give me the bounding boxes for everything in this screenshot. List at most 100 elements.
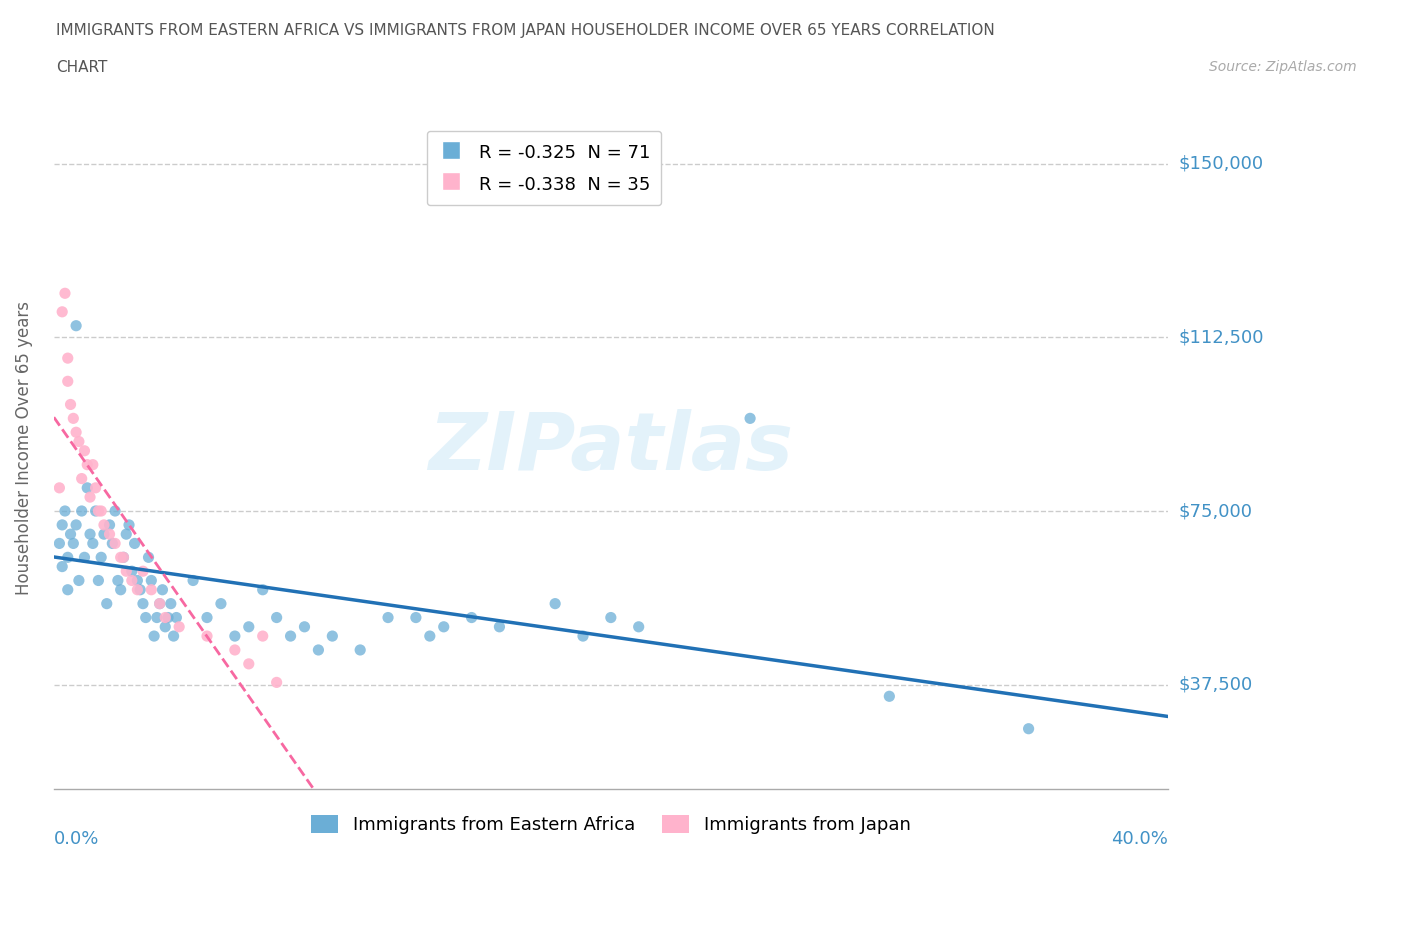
Point <box>98 526 121 541</box>
Point <box>56 351 79 365</box>
Text: ZIPatlas: ZIPatlas <box>429 409 793 487</box>
Point <box>405 610 427 625</box>
Point <box>107 573 129 588</box>
Point <box>127 573 149 588</box>
Point <box>152 582 174 597</box>
Text: $75,000: $75,000 <box>1180 502 1253 520</box>
Point <box>56 550 79 565</box>
Point <box>132 564 155 578</box>
Point <box>53 286 76 300</box>
Text: CHART: CHART <box>56 60 108 75</box>
Point <box>65 318 87 333</box>
Point <box>209 596 232 611</box>
Point <box>93 517 115 532</box>
Point <box>419 629 441 644</box>
Point <box>162 629 184 644</box>
Text: IMMIGRANTS FROM EASTERN AFRICA VS IMMIGRANTS FROM JAPAN HOUSEHOLDER INCOME OVER : IMMIGRANTS FROM EASTERN AFRICA VS IMMIGR… <box>56 23 995 38</box>
Point <box>159 596 181 611</box>
Point <box>79 526 101 541</box>
Point <box>280 629 302 644</box>
Point <box>76 481 98 496</box>
Point <box>143 629 166 644</box>
Point <box>51 517 73 532</box>
Point <box>266 675 288 690</box>
Point <box>90 503 112 518</box>
Point <box>115 526 138 541</box>
Point <box>195 610 218 625</box>
Point <box>62 536 84 551</box>
Point <box>266 610 288 625</box>
Point <box>321 629 343 644</box>
Point <box>118 517 141 532</box>
Point <box>84 503 107 518</box>
Point <box>90 550 112 565</box>
Text: Source: ZipAtlas.com: Source: ZipAtlas.com <box>1209 60 1357 74</box>
Point <box>73 550 96 565</box>
Point <box>82 536 104 551</box>
Point <box>51 304 73 319</box>
Point <box>121 573 143 588</box>
Point <box>84 481 107 496</box>
Point <box>62 411 84 426</box>
Point <box>73 444 96 458</box>
Point <box>738 411 761 426</box>
Point <box>238 619 260 634</box>
Point <box>146 610 169 625</box>
Point <box>224 629 246 644</box>
Point <box>79 490 101 505</box>
Point <box>195 629 218 644</box>
Text: 40.0%: 40.0% <box>1111 830 1168 848</box>
Point <box>165 610 187 625</box>
Point <box>67 573 90 588</box>
Y-axis label: Householder Income Over 65 years: Householder Income Over 65 years <box>15 301 32 595</box>
Point <box>627 619 650 634</box>
Point <box>101 536 124 551</box>
Point <box>121 564 143 578</box>
Point <box>65 425 87 440</box>
Point <box>157 610 180 625</box>
Point <box>110 582 132 597</box>
Point <box>70 503 93 518</box>
Point <box>132 596 155 611</box>
Point <box>155 619 177 634</box>
Point <box>87 573 110 588</box>
Point <box>56 582 79 597</box>
Point <box>252 582 274 597</box>
Point <box>138 550 160 565</box>
Point <box>70 472 93 486</box>
Point <box>460 610 482 625</box>
Point <box>141 573 163 588</box>
Point <box>252 629 274 644</box>
Point <box>82 458 104 472</box>
Point <box>104 536 127 551</box>
Point <box>53 503 76 518</box>
Point <box>98 517 121 532</box>
Point <box>129 582 152 597</box>
Point <box>307 643 329 658</box>
Point <box>124 536 146 551</box>
Point <box>51 559 73 574</box>
Point <box>544 596 567 611</box>
Point <box>48 536 70 551</box>
Point <box>167 619 190 634</box>
Point <box>149 596 172 611</box>
Legend: Immigrants from Eastern Africa, Immigrants from Japan: Immigrants from Eastern Africa, Immigran… <box>304 807 918 842</box>
Point <box>87 503 110 518</box>
Point <box>115 564 138 578</box>
Point <box>294 619 316 634</box>
Point <box>149 596 172 611</box>
Text: 0.0%: 0.0% <box>53 830 100 848</box>
Point <box>67 434 90 449</box>
Point <box>56 374 79 389</box>
Point <box>59 526 82 541</box>
Point <box>96 596 118 611</box>
Point <box>1018 722 1040 737</box>
Point <box>112 550 135 565</box>
Point <box>572 629 595 644</box>
Point <box>879 689 901 704</box>
Point <box>377 610 399 625</box>
Text: $150,000: $150,000 <box>1180 154 1264 173</box>
Point <box>224 643 246 658</box>
Point <box>65 517 87 532</box>
Text: $112,500: $112,500 <box>1180 328 1264 346</box>
